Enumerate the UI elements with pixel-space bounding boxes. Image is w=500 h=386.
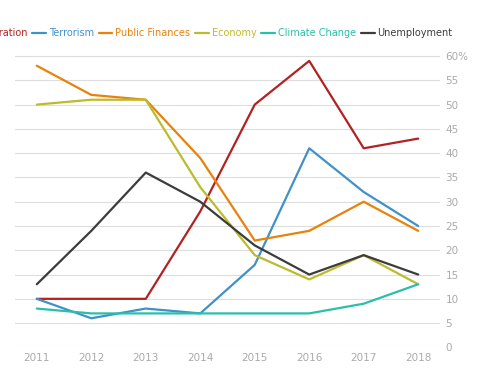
- Immigration: [360, 146, 366, 151]
- Unemployment: [360, 253, 366, 257]
- Terrorism: [88, 316, 94, 321]
- Public Finances: [415, 229, 421, 233]
- Immigration: [88, 296, 94, 301]
- Economy: [34, 102, 40, 107]
- Immigration: [415, 136, 421, 141]
- Economy: [198, 185, 203, 190]
- Terrorism: [252, 262, 258, 267]
- Line: Public Finances: Public Finances: [37, 66, 418, 240]
- Climate Change: [88, 311, 94, 316]
- Terrorism: [34, 296, 40, 301]
- Immigration: [252, 102, 258, 107]
- Economy: [360, 253, 366, 257]
- Unemployment: [306, 272, 312, 277]
- Climate Change: [415, 282, 421, 286]
- Climate Change: [143, 311, 149, 316]
- Unemployment: [143, 170, 149, 175]
- Public Finances: [252, 238, 258, 243]
- Economy: [252, 253, 258, 257]
- Line: Unemployment: Unemployment: [37, 173, 418, 284]
- Terrorism: [143, 306, 149, 311]
- Public Finances: [34, 63, 40, 68]
- Terrorism: [415, 223, 421, 228]
- Terrorism: [198, 311, 203, 316]
- Public Finances: [360, 200, 366, 204]
- Climate Change: [306, 311, 312, 316]
- Climate Change: [360, 301, 366, 306]
- Immigration: [306, 59, 312, 63]
- Public Finances: [88, 93, 94, 97]
- Public Finances: [306, 229, 312, 233]
- Terrorism: [306, 146, 312, 151]
- Line: Economy: Economy: [37, 100, 418, 284]
- Line: Terrorism: Terrorism: [37, 148, 418, 318]
- Public Finances: [143, 97, 149, 102]
- Unemployment: [252, 243, 258, 248]
- Line: Climate Change: Climate Change: [37, 284, 418, 313]
- Unemployment: [415, 272, 421, 277]
- Climate Change: [252, 311, 258, 316]
- Immigration: [34, 296, 40, 301]
- Legend: Immigration, Terrorism, Public Finances, Economy, Climate Change, Unemployment: Immigration, Terrorism, Public Finances,…: [0, 29, 452, 39]
- Economy: [143, 97, 149, 102]
- Public Finances: [198, 156, 203, 160]
- Unemployment: [198, 200, 203, 204]
- Climate Change: [34, 306, 40, 311]
- Climate Change: [198, 311, 203, 316]
- Economy: [88, 97, 94, 102]
- Economy: [306, 277, 312, 282]
- Line: Immigration: Immigration: [37, 61, 418, 299]
- Immigration: [198, 209, 203, 214]
- Economy: [415, 282, 421, 286]
- Unemployment: [34, 282, 40, 286]
- Unemployment: [88, 229, 94, 233]
- Immigration: [143, 296, 149, 301]
- Terrorism: [360, 190, 366, 194]
